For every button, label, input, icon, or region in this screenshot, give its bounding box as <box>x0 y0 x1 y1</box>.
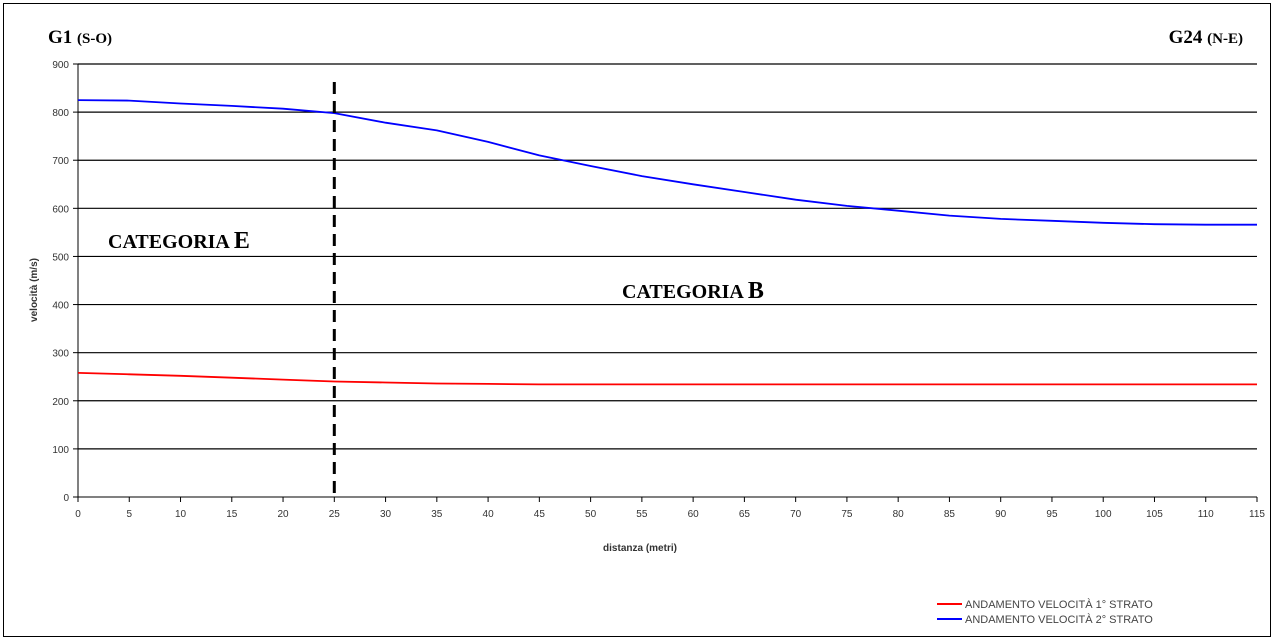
x-tick-label: 50 <box>585 509 597 520</box>
y-tick-label: 0 <box>63 493 69 504</box>
y-tick-label: 100 <box>52 445 69 456</box>
x-tick-label: 55 <box>636 509 648 520</box>
x-tick-label: 105 <box>1146 509 1163 520</box>
right-endpoint-label: G24 (N-E) <box>1169 27 1243 48</box>
y-axis-label: velocità (m/s) <box>29 258 40 322</box>
x-tick-label: 70 <box>790 509 802 520</box>
x-tick-label: 85 <box>944 509 956 520</box>
x-tick-label: 0 <box>75 509 81 520</box>
x-tick-label: 40 <box>483 509 495 520</box>
grid-lines <box>78 63 1257 450</box>
x-tick-label: 5 <box>126 509 132 520</box>
x-tick-label: 75 <box>841 509 853 520</box>
x-tick-label: 35 <box>431 509 443 520</box>
series-line-2 <box>77 99 1257 226</box>
x-axis-label: distanza (metri) <box>603 543 677 554</box>
y-tick-labels: 0 100 200 300 400 500 600 700 800 900 <box>52 60 69 504</box>
x-tick-label: 95 <box>1046 509 1058 520</box>
y-tick-label: 400 <box>52 301 69 312</box>
x-tick-label: 60 <box>688 509 700 520</box>
y-tick-label: 900 <box>52 60 69 71</box>
x-tick-label: 65 <box>739 509 751 520</box>
x-tick-label: 15 <box>226 509 238 520</box>
axes <box>73 63 1258 502</box>
x-tick-label: 10 <box>175 509 187 520</box>
legend-label-series-2: ANDAMENTO VELOCITÀ 2° STRATO <box>965 613 1153 626</box>
legend: ANDAMENTO VELOCITÀ 1° STRATO ANDAMENTO V… <box>937 598 1153 626</box>
x-tick-label: 115 <box>1249 509 1265 520</box>
y-tick-label: 600 <box>52 204 69 215</box>
y-tick-label: 800 <box>52 108 69 119</box>
x-tick-label: 45 <box>534 509 546 520</box>
category-e-label: CATEGORIA E <box>108 228 250 254</box>
x-tick-label: 30 <box>380 509 392 520</box>
x-tick-label: 100 <box>1095 509 1112 520</box>
y-tick-label: 500 <box>52 252 69 263</box>
x-tick-label: 80 <box>893 509 905 520</box>
series-lines <box>77 99 1257 386</box>
chart-frame <box>3 3 1271 637</box>
x-tick-label: 110 <box>1198 509 1214 520</box>
legend-label-series-1: ANDAMENTO VELOCITÀ 1° STRATO <box>965 598 1153 611</box>
y-tick-label: 700 <box>52 156 69 167</box>
x-tick-label: 20 <box>277 509 289 520</box>
y-tick-label: 200 <box>52 397 69 408</box>
x-tick-labels: 0 5 10 15 20 25 30 35 40 45 50 55 60 65 70 75 80 85 90 95 10… <box>75 509 1265 520</box>
left-endpoint-label: G1 (S-O) <box>48 27 112 48</box>
x-tick-label: 90 <box>995 509 1007 520</box>
y-tick-label: 300 <box>52 349 69 360</box>
series-line-1 <box>77 372 1257 386</box>
x-tick-label: 25 <box>329 509 341 520</box>
category-b-label: CATEGORIA B <box>622 278 764 304</box>
